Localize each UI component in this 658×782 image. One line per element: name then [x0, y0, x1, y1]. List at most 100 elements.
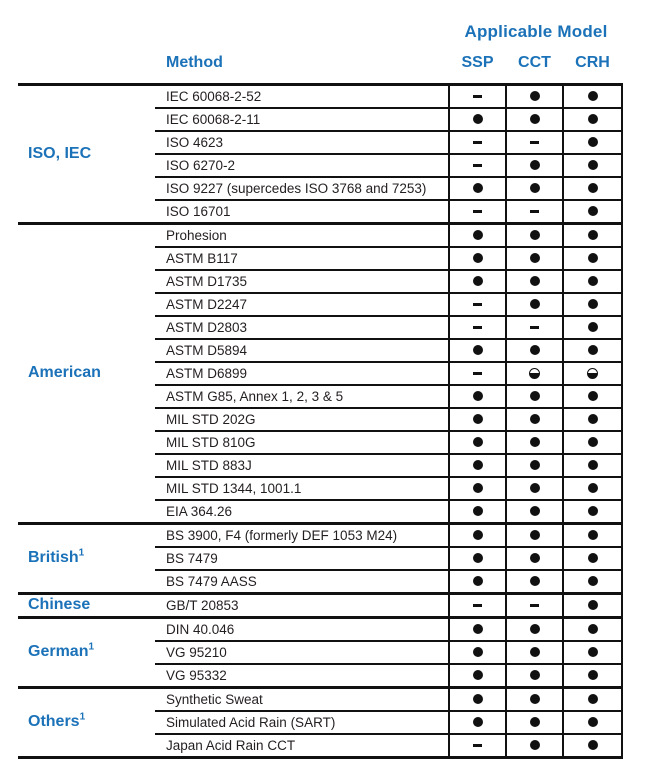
method-cell: ASTM D1735 [155, 268, 449, 293]
filled-circle-icon [587, 436, 598, 447]
methods-table: ISO, IEC IEC 60068-2-52 IEC 60068-2-11 ISO … [18, 83, 623, 759]
filled-circle-icon [472, 694, 483, 705]
filled-circle-icon [529, 276, 540, 287]
method-cell: MIL STD 202G [155, 406, 449, 431]
cell-ssp [448, 152, 506, 177]
table-row: EIA 364.26 [18, 498, 623, 524]
filled-circle-icon [587, 91, 598, 102]
group-label-chinese: Chinese [18, 591, 155, 618]
filled-circle-icon [587, 253, 598, 264]
filled-circle-icon [472, 575, 483, 586]
cell-ssp [448, 291, 506, 316]
filled-circle-icon [472, 552, 483, 563]
cell-cct [505, 221, 563, 247]
method-cell: MIL STD 810G [155, 429, 449, 454]
filled-circle-icon [529, 183, 540, 194]
cell-crh [562, 360, 623, 385]
filled-circle-icon [472, 529, 483, 540]
cell-crh [562, 130, 623, 154]
cell-crh [562, 521, 623, 547]
filled-circle-icon [472, 482, 483, 493]
cell-ssp [448, 662, 506, 688]
cell-cct [505, 175, 563, 200]
table-row: VG 95210 [18, 639, 623, 664]
filled-circle-icon [472, 345, 483, 356]
filled-circle-icon [587, 694, 598, 705]
group-label-iso-iec: ISO, IEC [18, 83, 155, 224]
cell-cct [505, 245, 563, 270]
cell-ssp [448, 130, 506, 154]
filled-circle-icon [529, 114, 540, 125]
filled-circle-icon [587, 160, 598, 171]
filled-circle-icon [587, 600, 598, 610]
cell-cct [505, 685, 563, 711]
filled-circle-icon [529, 299, 540, 310]
group-label-american: American [18, 221, 155, 524]
table-row: ASTM D2803 [18, 314, 623, 339]
method-cell: ASTM B117 [155, 245, 449, 270]
footnote-superscript: 1 [88, 641, 95, 653]
method-cell: VG 95210 [155, 639, 449, 664]
table-row: ISO 16701 [18, 198, 623, 224]
cell-crh [562, 662, 623, 688]
group-label-german: German1 [18, 615, 155, 688]
filled-circle-icon [529, 740, 540, 751]
method-cell: ASTM G85, Annex 1, 2, 3 & 5 [155, 383, 449, 408]
cell-ssp [448, 568, 506, 594]
filled-circle-icon [587, 391, 598, 402]
cell-crh [562, 198, 623, 224]
method-cell: ASTM D6899 [155, 360, 449, 385]
method-cell: ISO 9227 (supercedes ISO 3768 and 7253) [155, 175, 449, 200]
cell-ssp [448, 268, 506, 293]
method-cell: MIL STD 1344, 1001.1 [155, 475, 449, 500]
table-row: ISO, IEC IEC 60068-2-52 [18, 83, 623, 224]
cell-ssp [448, 360, 506, 385]
model-column-headers: SSP CCT CRH [449, 54, 622, 76]
cell-cct [505, 568, 563, 594]
group-label-text: ISO, IEC [28, 144, 92, 162]
table-row: ISO 6270-2 [18, 152, 623, 177]
cell-cct [505, 268, 563, 293]
filled-circle-icon [529, 482, 540, 493]
dash-icon [473, 94, 482, 98]
group-label-text: Chinese [28, 596, 91, 614]
column-header-ssp: SSP [461, 54, 494, 71]
cell-crh [562, 732, 623, 758]
cell-ssp [448, 685, 506, 711]
cell-crh [562, 452, 623, 477]
cell-cct [505, 662, 563, 688]
filled-circle-icon [587, 137, 598, 148]
cell-cct [505, 152, 563, 177]
method-cell: ISO 16701 [155, 198, 449, 224]
dash-icon [473, 302, 482, 306]
filled-circle-icon [529, 624, 540, 635]
cell-cct [505, 406, 563, 431]
group-label-others: Others1 [18, 685, 155, 758]
filled-circle-icon [529, 717, 540, 728]
group-label-text: Others1 [28, 712, 86, 731]
table-row: BS 7479 [18, 545, 623, 570]
method-cell: EIA 364.26 [155, 498, 449, 524]
filled-circle-icon [587, 529, 598, 540]
method-cell: DIN 40.046 [155, 615, 449, 641]
cell-cct [505, 83, 563, 109]
filled-circle-icon [587, 459, 598, 470]
cell-cct [505, 475, 563, 500]
group-label-british: British1 [18, 521, 155, 594]
table-row: German1 DIN 40.046 [18, 615, 623, 688]
cell-crh [562, 291, 623, 316]
filled-circle-icon [587, 114, 598, 125]
cell-crh [562, 245, 623, 270]
half-filled-circle-icon [587, 367, 598, 379]
cell-ssp [448, 452, 506, 477]
method-cell: BS 7479 [155, 545, 449, 570]
method-cell: IEC 60068-2-52 [155, 83, 449, 109]
cell-crh [562, 429, 623, 454]
cell-ssp [448, 175, 506, 200]
footnote-superscript: 1 [78, 547, 85, 559]
filled-circle-icon [529, 647, 540, 658]
cell-ssp [448, 498, 506, 524]
filled-circle-icon [587, 552, 598, 563]
filled-circle-icon [472, 436, 483, 447]
